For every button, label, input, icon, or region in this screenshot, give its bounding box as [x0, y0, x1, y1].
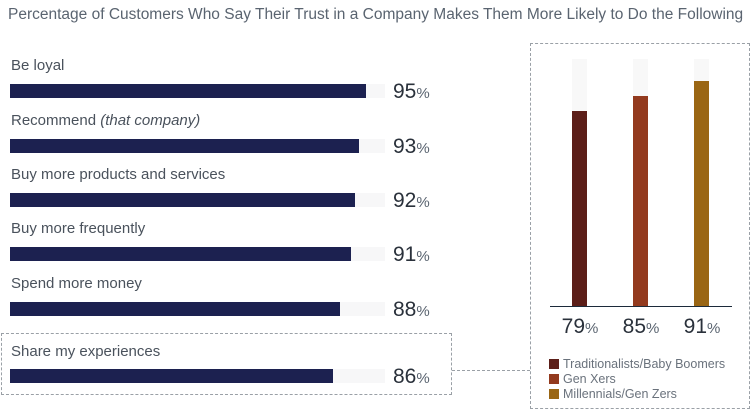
category-label: Recommend (that company)	[11, 112, 201, 129]
bar-track	[633, 59, 648, 306]
bar-track	[10, 84, 385, 98]
legend-swatch	[549, 359, 559, 369]
bar-track	[572, 59, 587, 306]
value-label: 92%	[393, 189, 430, 212]
bar	[10, 302, 340, 316]
bar-track	[10, 139, 385, 153]
chart-title: Percentage of Customers Who Say Their Tr…	[8, 6, 744, 23]
bar-track	[694, 59, 709, 306]
category-label: Be loyal	[11, 57, 65, 74]
legend-swatch	[549, 389, 559, 399]
legend-item: Millennials/Gen Zers	[549, 387, 677, 401]
bar	[10, 84, 367, 98]
bar	[694, 81, 709, 306]
connector-line	[452, 370, 530, 371]
bar	[10, 369, 333, 383]
bar	[572, 110, 587, 306]
bar	[10, 247, 352, 261]
value-label: 86%	[393, 365, 430, 388]
value-label: 79%	[561, 315, 599, 338]
category-label: Spend more money	[11, 275, 142, 292]
legend-swatch	[549, 374, 559, 384]
value-label: 88%	[393, 298, 430, 321]
category-label: Buy more products and services	[11, 166, 226, 183]
legend-item: Gen Xers	[549, 372, 616, 386]
category-label: Buy more frequently	[11, 220, 146, 237]
value-label: 91%	[683, 315, 721, 338]
bar-track	[10, 369, 385, 383]
value-label: 85%	[622, 315, 660, 338]
value-label: 95%	[393, 80, 430, 103]
legend-item: Traditionalists/Baby Boomers	[549, 357, 725, 371]
bar	[10, 139, 359, 153]
bar	[633, 96, 648, 306]
bar-track	[10, 302, 385, 316]
value-label: 91%	[393, 243, 430, 266]
bar-track	[10, 247, 385, 261]
value-label: 93%	[393, 135, 430, 158]
bar-track	[10, 193, 385, 207]
highlight-box	[1, 333, 452, 395]
baseline	[550, 306, 732, 307]
category-label: Share my experiences	[11, 343, 161, 360]
bar	[10, 193, 355, 207]
